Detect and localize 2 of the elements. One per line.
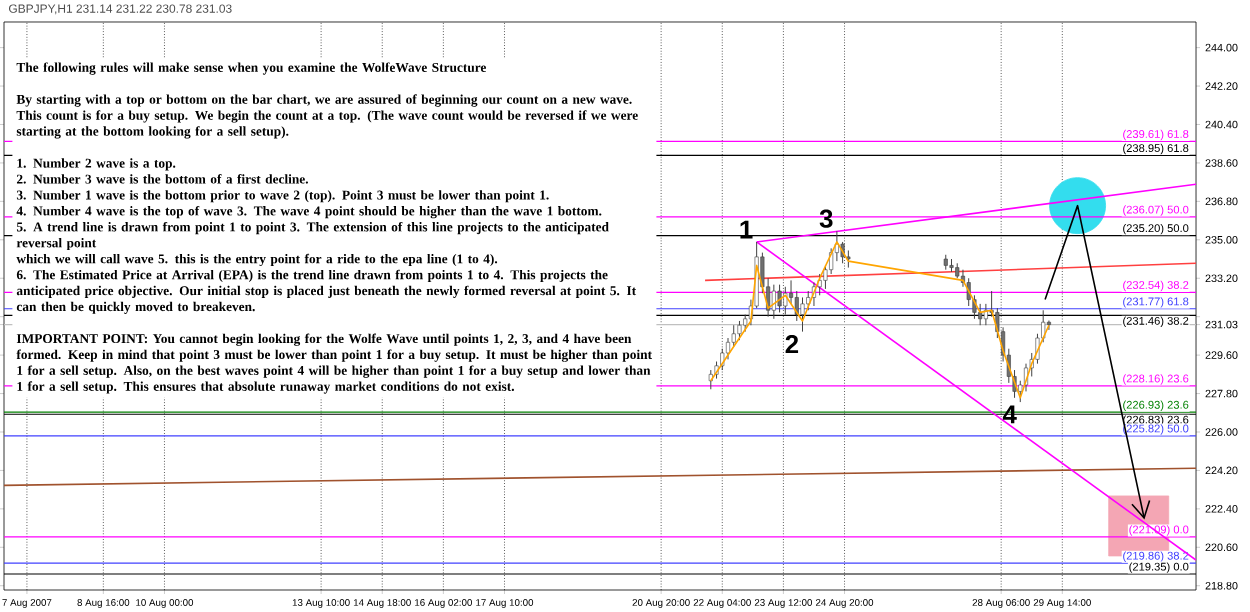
annotation: 1 [740, 220, 753, 239]
annotation: 2 [785, 335, 799, 354]
